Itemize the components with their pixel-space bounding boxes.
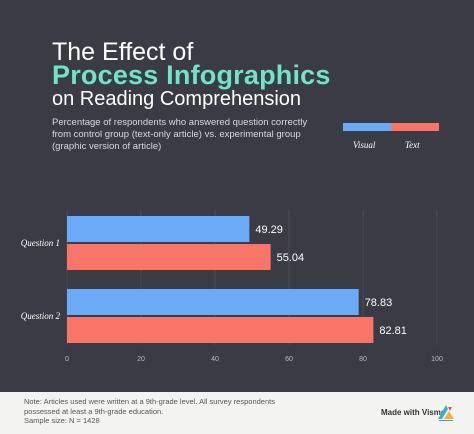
x-tick-label: 100: [431, 356, 443, 363]
bar-text-1: [67, 244, 271, 270]
bar-text-2: [67, 317, 374, 343]
x-tick-label: 0: [65, 356, 69, 363]
footer-note-line-1: Note: Articles used were written at a 9t…: [24, 397, 275, 406]
bar-visual-2: [67, 289, 359, 315]
category-label: Question 2: [21, 311, 61, 321]
title-line-2: Process Infographics: [52, 60, 331, 90]
legend-swatch-visual: [343, 123, 391, 131]
title-line-3: on Reading Comprehension: [52, 88, 302, 110]
bar-chart: 0 20 40 60 80 100 49.29 55.04 Question 1 78.83 82.…: [21, 210, 443, 363]
legend-label-text: Text: [405, 140, 420, 150]
footer-note-line-3: Sample size: N = 1428: [24, 416, 100, 425]
x-tick-label: 40: [211, 356, 219, 363]
x-tick-label: 80: [359, 356, 367, 363]
subtitle: Percentage of respondents who answered q…: [52, 117, 308, 152]
visme-brand: Made with Visme: [381, 408, 446, 417]
data-label: 49.29: [255, 224, 283, 236]
legend-label-visual: Visual: [353, 140, 376, 150]
legend-swatch-text: [391, 123, 439, 131]
footer-note-line-2: possessed at least a 9th-grade education…: [24, 406, 164, 416]
footer: Note: Articles used were written at a 9t…: [0, 392, 474, 434]
category-label: Question 1: [21, 238, 60, 248]
data-label: 78.83: [365, 297, 393, 309]
x-tick-label: 60: [285, 356, 293, 363]
data-label: 55.04: [277, 252, 305, 264]
x-tick-label: 20: [137, 356, 145, 363]
visme-logo-icon: [438, 405, 454, 421]
data-label: 82.81: [379, 325, 407, 337]
bar-visual-1: [67, 216, 250, 242]
footer-note: Note: Articles used were written at a 9t…: [24, 397, 324, 426]
title-line-1: The Effect of: [52, 38, 194, 66]
